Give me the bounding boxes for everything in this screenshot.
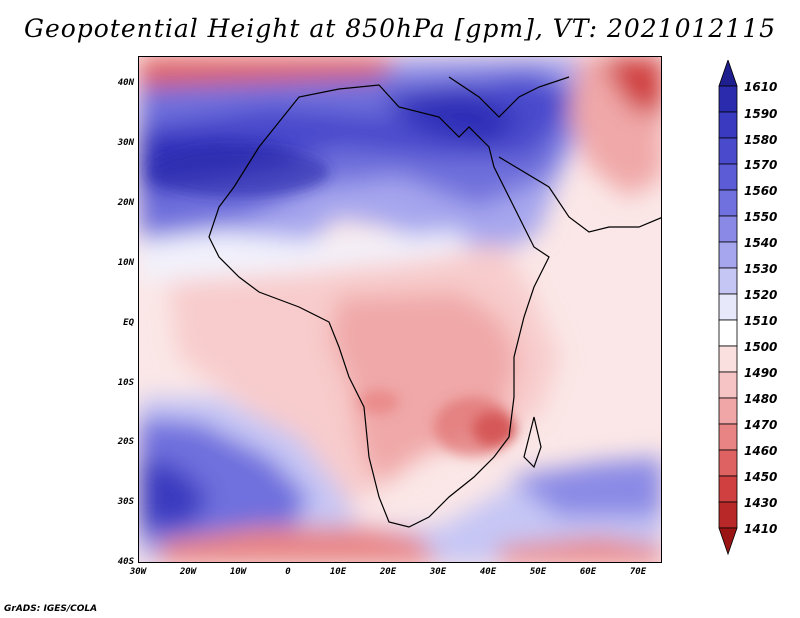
lat-label-30s: 30S (117, 497, 134, 507)
colorbar-cell (718, 293, 738, 321)
colorbar-label: 1510 (744, 314, 778, 328)
colorbar-cell (718, 137, 738, 165)
colorbar-bottom-arrow (718, 527, 738, 556)
colorbar-cell (718, 241, 738, 269)
colorbar-cell (718, 111, 738, 139)
colorbar-cell (718, 449, 738, 477)
map-panel (138, 56, 662, 563)
colorbar-cell (718, 215, 738, 243)
colorbar-top-arrow (718, 60, 738, 87)
lon-label-70e: 70E (629, 567, 647, 577)
colorbar-label: 1610 (744, 80, 778, 94)
lat-label-30n: 30N (117, 138, 134, 148)
lon-label-20e: 20E (379, 567, 397, 577)
lat-label-10s: 10S (117, 378, 134, 388)
colorbar-label: 1500 (744, 340, 778, 354)
colorbar-cell (718, 423, 738, 451)
lat-label-40n: 40N (117, 78, 134, 88)
colorbar-label: 1520 (744, 288, 778, 302)
colorbar-label: 1560 (744, 184, 778, 198)
colorbar-label: 1450 (744, 470, 778, 484)
lat-label-40s: 40S (117, 557, 134, 567)
lat-label-20n: 20N (117, 198, 134, 208)
colorbar-cell (718, 475, 738, 503)
colorbar-label: 1460 (744, 444, 778, 458)
colorbar-cell (718, 163, 738, 191)
colorbar-label: 1590 (744, 107, 778, 121)
lon-label-50e: 50E (529, 567, 547, 577)
colorbar-cell (718, 85, 738, 113)
colorbar-label: 1580 (744, 133, 778, 147)
colorbar-label: 1480 (744, 392, 778, 406)
credit-text: GrADS: IGES/COLA (4, 604, 98, 614)
colorbar-cell (718, 189, 738, 217)
colorbar-cell (718, 501, 738, 529)
lon-label-30e: 30E (429, 567, 447, 577)
lat-label-eq: EQ (123, 318, 134, 328)
field-contours (139, 57, 661, 562)
lon-label-0: 0 (285, 567, 291, 577)
colorbar (718, 60, 738, 556)
colorbar-label: 1430 (744, 496, 778, 510)
colorbar-cell (718, 397, 738, 425)
colorbar-label: 1410 (744, 522, 778, 536)
colorbar-cell (718, 345, 738, 373)
colorbar-cell (718, 319, 738, 347)
colorbar-cell (718, 267, 738, 295)
lon-label-40e: 40E (479, 567, 497, 577)
colorbar-label: 1570 (744, 158, 778, 172)
lon-label-20w: 20W (179, 567, 197, 577)
lat-label-20s: 20S (117, 437, 134, 447)
coastlines (208, 76, 661, 528)
colorbar-label: 1530 (744, 262, 778, 276)
lon-label-30w: 30W (129, 567, 147, 577)
lon-label-60e: 60E (579, 567, 597, 577)
lat-label-10n: 10N (117, 258, 134, 268)
geopotential-map (139, 57, 661, 562)
colorbar-label: 1550 (744, 210, 778, 224)
lon-label-10e: 10E (329, 567, 347, 577)
colorbar-label: 1470 (744, 418, 778, 432)
colorbar-label: 1490 (744, 366, 778, 380)
lon-label-10w: 10W (229, 567, 247, 577)
chart-title: Geopotential Height at 850hPa [gpm], VT:… (23, 14, 777, 43)
colorbar-label: 1540 (744, 236, 778, 250)
colorbar-cell (718, 371, 738, 399)
